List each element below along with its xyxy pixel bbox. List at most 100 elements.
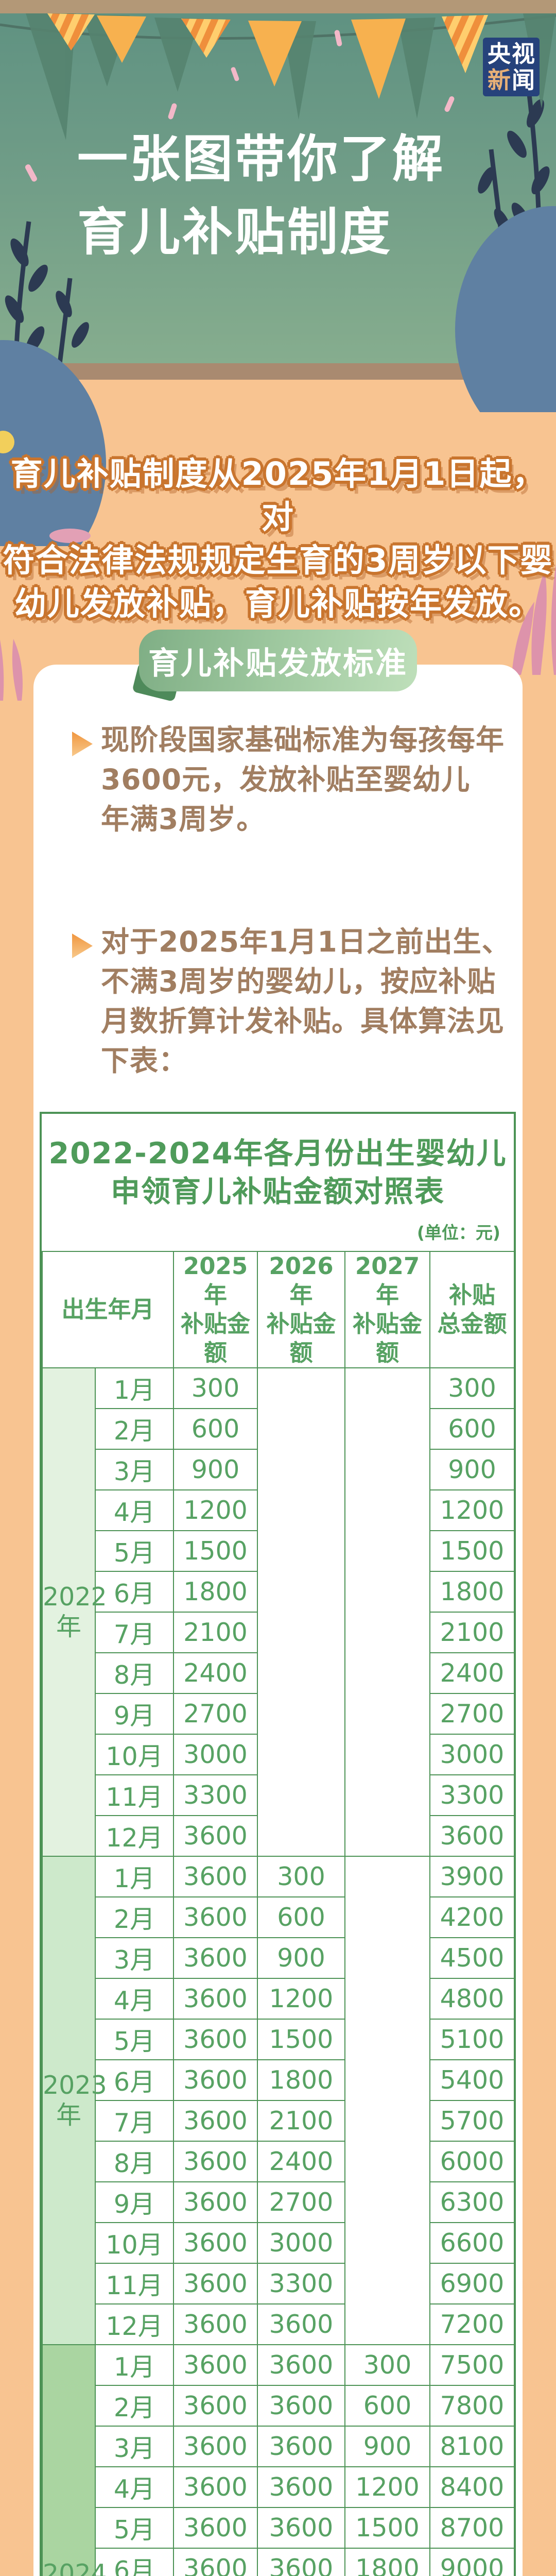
table-row: 6月 1800 1800: [42, 1571, 515, 1613]
month-cell: 10月: [94, 1734, 175, 1775]
amount-cell: 900: [344, 2426, 431, 2467]
total-cell: 4800: [429, 1978, 515, 2020]
total-cell: 4500: [429, 1937, 515, 1979]
amount-cell: 3600: [257, 2385, 346, 2427]
year-group-label: 2022 年: [42, 1367, 107, 1857]
amount-cell: 3600: [257, 2507, 346, 2549]
total-cell: 600: [429, 1408, 515, 1450]
total-cell: 5100: [429, 2019, 515, 2060]
month-cell: 6月: [94, 1571, 175, 1613]
amount-cell: 3600: [173, 2507, 258, 2549]
month-cell: 9月: [94, 1693, 175, 1735]
amount-cell: 2100: [257, 2100, 346, 2142]
amount-cell: 3600: [173, 1937, 258, 1979]
amount-cell: 3600: [257, 2426, 346, 2467]
month-cell: 7月: [94, 1612, 175, 1653]
table-row: 3月 3600 3600 900 8100: [42, 2426, 515, 2467]
bullet-line: 现阶段国家基础标准为每孩每年: [101, 723, 505, 756]
total-cell: 9000: [429, 2548, 515, 2576]
table-row: 6月 3600 3600 1800 9000: [42, 2548, 515, 2576]
amount-cell: 2400: [257, 2141, 346, 2182]
month-cell: 1月: [94, 1367, 175, 1409]
total-cell: 3600: [429, 1815, 515, 1857]
table-row: 3月 3600 900 4500: [42, 1937, 515, 1979]
section-badge-label: 育儿补贴发放标准: [148, 645, 408, 682]
bullet-line: 年满3周岁。: [101, 803, 266, 836]
amount-cell: 3600: [257, 2303, 346, 2345]
logo-char: 视: [511, 40, 535, 67]
amount-cell: 3600: [173, 2263, 258, 2304]
pink-grass-right-decoration: [512, 564, 556, 675]
month-cell: 1月: [94, 2344, 175, 2386]
amount-cell: 600: [173, 1408, 258, 1450]
total-cell: 7500: [429, 2344, 515, 2386]
col-header-2025: 2025年 补贴金额: [173, 1251, 258, 1368]
table-unit-note: (单位：元): [416, 1223, 500, 1243]
amount-cell: 3600: [173, 1856, 258, 1897]
amount-cell: 3600: [173, 2059, 258, 2101]
table-row: 4月 3600 3600 1200 8400: [42, 2466, 515, 2508]
logo-char: 央: [487, 40, 511, 67]
total-cell: 8100: [429, 2426, 515, 2467]
table-row: 11月 3300 3300: [42, 1774, 515, 1816]
month-cell: 6月: [94, 2548, 175, 2576]
bullet-line: 对于2025年1月1日之前出生、: [101, 925, 511, 958]
total-cell: 2100: [429, 1612, 515, 1653]
month-cell: 4月: [94, 1978, 175, 2020]
month-cell: 11月: [94, 2263, 175, 2304]
amount-cell: 1500: [173, 1530, 258, 1572]
month-cell: 8月: [94, 1652, 175, 1694]
month-cell: 4月: [94, 2466, 175, 2508]
table-row: 2022 年 1月 300 300: [42, 1367, 515, 1857]
amount-cell: 300: [344, 2344, 431, 2386]
table-row: 2月 600 600: [42, 1408, 515, 1450]
intro-line: 符合法律法规规定生育的3周岁以下婴: [3, 541, 553, 579]
col-header-2026: 2026年 补贴金额: [257, 1251, 346, 1368]
col-header-birth: 出生年月: [41, 1251, 175, 1368]
table-row: 6月 3600 1800 5400: [42, 2059, 515, 2101]
total-cell: 7800: [429, 2385, 515, 2427]
amount-cell: 3600: [173, 1815, 258, 1857]
amount-cell: 3000: [173, 1734, 258, 1775]
table-row: 9月 2700 2700: [42, 1693, 515, 1735]
month-cell: 2月: [94, 1408, 175, 1450]
total-cell: 900: [429, 1449, 515, 1490]
amount-cell: 3600: [173, 2344, 258, 2386]
blank-cell: [344, 1367, 431, 1857]
amount-cell: 2400: [173, 1652, 258, 1694]
table-row: 8月 3600 2400 6000: [42, 2141, 515, 2182]
amount-cell: 1200: [344, 2466, 431, 2508]
blank-cell: [257, 1367, 346, 1857]
col-header-total: 补贴 总金额: [429, 1251, 515, 1368]
bullet-line: 3600元，发放补贴至婴幼儿: [101, 763, 471, 796]
table-row: 4月 3600 1200 4800: [42, 1978, 515, 2020]
month-cell: 2月: [94, 2385, 175, 2427]
subsidy-table: 出生年月 2025年 补贴金额 2026年 补贴金额 2027年 补贴金额 补: [41, 1251, 515, 2576]
month-cell: 3月: [94, 1937, 175, 1979]
amount-cell: 3600: [173, 2222, 258, 2264]
table-row: 11月 3600 3300 6900: [42, 2263, 515, 2304]
amount-cell: 1800: [173, 1571, 258, 1613]
top-strip: [0, 0, 556, 13]
month-cell: 4月: [94, 1489, 175, 1531]
standards-bullet-1: 现阶段国家基础标准为每孩每年 3600元，发放补贴至婴幼儿 年满3周岁。: [101, 720, 513, 839]
amount-cell: 3600: [257, 2344, 346, 2386]
amount-cell: 2700: [173, 1693, 258, 1735]
amount-cell: 3600: [173, 2303, 258, 2345]
amount-cell: 3600: [173, 2141, 258, 2182]
amount-cell: 3600: [173, 2466, 258, 2508]
month-cell: 3月: [94, 2426, 175, 2467]
amount-cell: 900: [257, 1937, 346, 1979]
table-row: 12月 3600 3600 7200: [42, 2303, 515, 2345]
table-row: 3月 900 900: [42, 1449, 515, 1490]
table-row: 4月 1200 1200: [42, 1489, 515, 1531]
standards-bullet-2: 对于2025年1月1日之前出生、 不满3周岁的婴幼儿，按应补贴 月数折算计发补贴…: [101, 922, 513, 1081]
table-row: 10月 3600 3000 6600: [42, 2222, 515, 2264]
section-badge-standards: 育儿补贴发放标准: [139, 630, 417, 691]
table-title: 2022-2024年各月份出生婴幼儿 申领育儿补贴金额对照表: [42, 1134, 514, 1211]
cctv-news-logo: 央 视 新 闻: [483, 38, 540, 96]
amount-cell: 3600: [173, 1978, 258, 2020]
table-title-line2: 申领育儿补贴金额对照表: [111, 1175, 445, 1209]
month-cell: 2月: [94, 1896, 175, 1938]
bunting-flags-decoration: [0, 12, 556, 182]
